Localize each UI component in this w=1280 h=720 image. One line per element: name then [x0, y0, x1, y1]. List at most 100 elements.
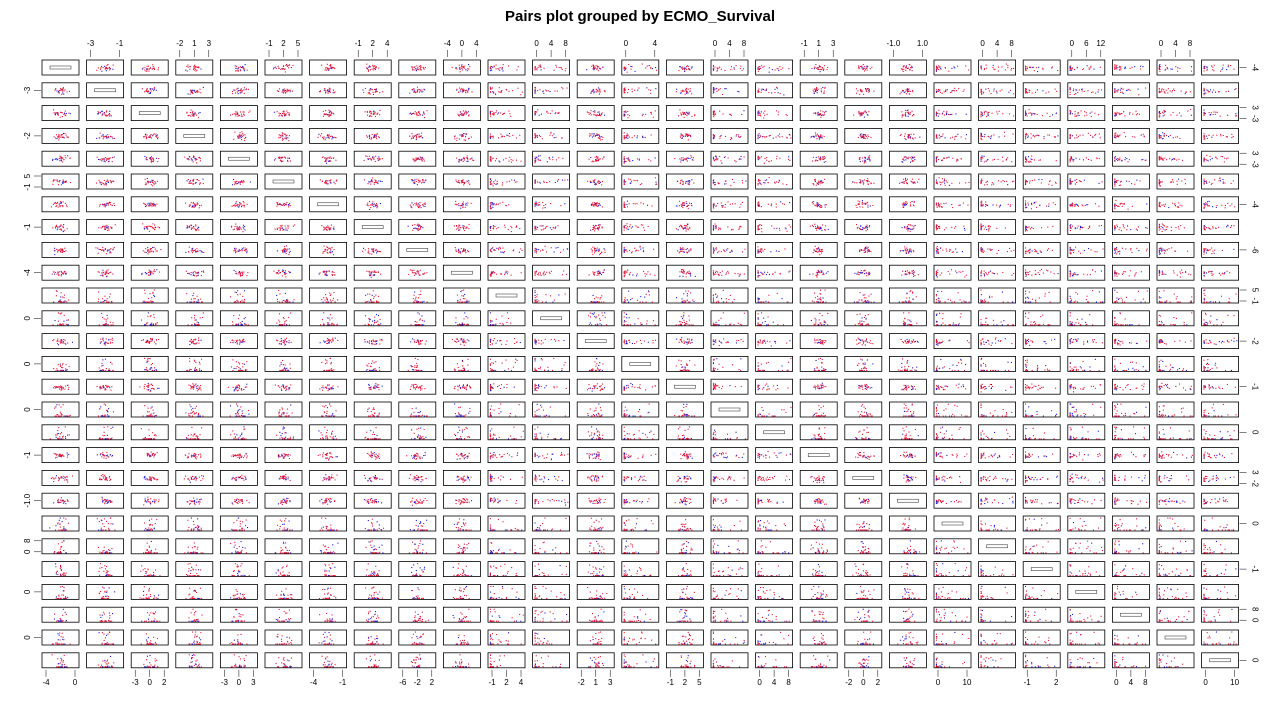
data-point	[857, 200, 859, 202]
data-point	[623, 138, 625, 140]
data-point	[682, 111, 684, 113]
data-point	[564, 70, 566, 72]
data-point	[757, 155, 759, 157]
data-point	[375, 155, 377, 157]
data-point	[242, 133, 244, 135]
data-point	[717, 183, 719, 185]
data-point	[412, 137, 414, 139]
data-point	[187, 179, 189, 181]
data-point	[61, 116, 63, 118]
panel	[799, 82, 838, 99]
data-point	[373, 206, 375, 208]
data-point	[191, 206, 193, 208]
data-point	[1096, 157, 1098, 159]
data-point	[627, 206, 629, 208]
data-point	[502, 64, 504, 66]
data-point	[146, 70, 148, 72]
data-point	[980, 135, 982, 137]
data-point	[766, 159, 768, 161]
data-point	[988, 136, 990, 138]
data-point	[1220, 135, 1222, 137]
data-point	[493, 112, 495, 114]
data-point	[365, 155, 367, 157]
data-point	[717, 182, 719, 184]
data-point	[494, 160, 496, 162]
data-point	[1159, 66, 1161, 68]
data-point	[1118, 136, 1120, 138]
data-point	[650, 92, 652, 94]
data-point	[823, 92, 825, 94]
data-point	[62, 181, 64, 183]
data-point	[1226, 136, 1228, 138]
data-point	[983, 91, 985, 93]
data-point	[900, 134, 902, 136]
data-point	[912, 178, 914, 180]
data-point	[599, 88, 601, 90]
data-point	[99, 181, 101, 183]
data-point	[332, 67, 334, 69]
data-point	[237, 137, 239, 139]
data-point	[374, 111, 376, 113]
data-point	[946, 110, 948, 112]
data-point	[1114, 64, 1116, 66]
data-point	[326, 63, 328, 65]
data-point	[466, 155, 468, 157]
panel	[933, 59, 972, 76]
data-point	[493, 65, 495, 67]
data-point	[374, 65, 376, 67]
data-point	[61, 88, 63, 90]
data-point	[862, 90, 864, 92]
data-point	[935, 70, 937, 72]
data-point	[679, 66, 681, 68]
data-point	[473, 159, 475, 161]
data-point	[379, 114, 381, 116]
data-point	[60, 89, 62, 91]
data-point	[624, 114, 626, 116]
data-point	[868, 91, 870, 93]
data-point	[956, 159, 958, 161]
panel-frame	[86, 127, 124, 144]
panel-frame	[130, 59, 169, 76]
data-point	[861, 200, 863, 202]
data-point	[935, 91, 937, 93]
data-point	[536, 68, 538, 70]
data-point	[243, 87, 245, 89]
panel-frame	[130, 196, 169, 213]
data-point	[417, 68, 419, 70]
data-point	[655, 88, 657, 90]
data-point	[564, 203, 566, 205]
data-point	[323, 138, 325, 140]
data-point	[423, 88, 425, 90]
data-point	[103, 205, 105, 207]
data-point	[689, 180, 691, 182]
data-point	[685, 133, 687, 135]
data-point	[371, 137, 373, 139]
data-point	[684, 112, 686, 114]
data-point	[422, 66, 424, 68]
data-point	[58, 203, 60, 205]
panel-frame	[532, 105, 570, 121]
data-point	[812, 160, 814, 162]
data-point	[593, 133, 595, 135]
data-point	[200, 204, 202, 206]
panel-frame	[710, 173, 749, 190]
data-point	[470, 136, 472, 138]
data-point	[627, 92, 629, 94]
data-point	[940, 67, 942, 69]
data-point	[1028, 112, 1030, 114]
data-point	[1042, 68, 1044, 70]
data-point	[1173, 88, 1175, 90]
data-point	[760, 67, 762, 69]
panel-frame	[86, 105, 124, 121]
data-point	[282, 135, 284, 137]
data-point	[102, 134, 104, 136]
data-point	[364, 111, 366, 113]
panel	[1156, 150, 1195, 167]
data-point	[1119, 157, 1121, 159]
data-point	[58, 204, 60, 206]
data-point	[148, 181, 150, 183]
data-point	[153, 88, 155, 90]
panel-frame	[1201, 173, 1239, 190]
data-point	[104, 135, 106, 137]
data-point	[375, 67, 377, 69]
